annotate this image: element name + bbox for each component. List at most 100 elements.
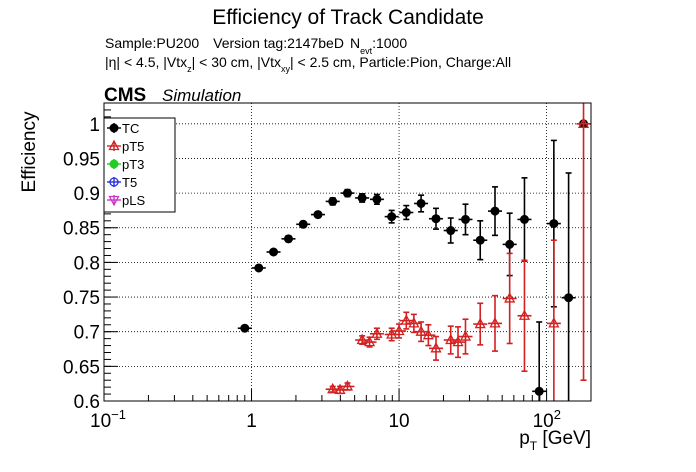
data-point [327, 382, 339, 394]
y-tick-label: 0.8 [74, 253, 100, 274]
data-point [519, 214, 529, 224]
x-axis-label-main: p [519, 428, 530, 449]
data-point [298, 219, 308, 229]
x-tick-label: 10−1 [90, 407, 126, 432]
legend-item-tc: TC [107, 121, 139, 136]
data-point [431, 214, 441, 224]
data-point [549, 219, 559, 229]
data-point [548, 316, 560, 328]
subtitle-cut-c: | < 2.5 cm, Particle:Pion, Charge:All [290, 54, 511, 70]
x-tick-label: 10 [388, 411, 409, 432]
data-point [474, 317, 486, 329]
data-point [334, 383, 346, 395]
data-point [328, 196, 338, 206]
data-point [363, 335, 376, 347]
subtitle-sample: Sample:PU200 [105, 35, 199, 51]
y-tick-label: 0.7 [74, 323, 100, 344]
subtitle-nevt-value: :1000 [372, 35, 407, 51]
subtitle-cut-b: | < 30 cm, |Vtx [192, 54, 281, 70]
data-point [460, 214, 470, 224]
x-tick-label: 102 [533, 407, 561, 432]
data-point [408, 316, 420, 328]
data-point [254, 263, 264, 273]
data-point [422, 328, 434, 340]
subtitle-nevt: N [350, 35, 360, 51]
data-point [372, 194, 382, 204]
x-axis-label-sub: T [530, 439, 538, 453]
legend-marker [109, 177, 119, 187]
legend-label: pLS [122, 193, 145, 208]
legend-marker [109, 123, 119, 133]
subtitle-line-1: Sample:PU200 Version tag:2147beD Nevt:1000 [105, 35, 407, 56]
data-point [490, 206, 500, 216]
data-point [401, 207, 411, 217]
data-point [504, 292, 516, 303]
legend-item-pt3: pT3 [107, 157, 144, 172]
simulation-label: Simulation [162, 86, 241, 105]
data-point [430, 341, 442, 353]
axis-ticks [103, 102, 592, 402]
cms-label: CMS [104, 85, 146, 106]
data-point [356, 333, 368, 345]
tick-labels: 10−1 1 10 102 0.6 0.65 0.7 0.75 0.8 0.85 0.9 0.95 1 [63, 115, 561, 432]
data-point [505, 239, 515, 249]
legend-item-t5: T5 [107, 175, 137, 190]
y-tick-label: 1 [89, 115, 100, 136]
legend-item-pls: pLS [107, 193, 145, 208]
data-point [283, 234, 293, 244]
y-axis-label: Efficiency [19, 111, 40, 192]
legend-item-pt5: pT5 [107, 139, 144, 154]
legend-label: pT5 [122, 139, 144, 154]
y-tick-label: 0.95 [63, 149, 100, 170]
data-point [445, 333, 457, 345]
subtitle-cut-a-sub: z [187, 64, 192, 74]
data-point [371, 327, 383, 338]
data-point [459, 330, 472, 341]
grid-lines [103, 103, 591, 402]
x-axis-label-unit: [GeV] [537, 428, 591, 449]
data-point [400, 314, 412, 325]
series-pt5 [325, 103, 591, 401]
chart-title: Efficiency of Track Candidate [212, 6, 484, 29]
subtitle-nevt-sub: evt [360, 46, 373, 56]
data-point [475, 235, 485, 245]
y-tick-label: 0.9 [74, 184, 100, 205]
data-point [416, 198, 426, 208]
data-points [237, 103, 591, 401]
data-point [341, 380, 354, 391]
legend-label: T5 [122, 175, 137, 190]
legend-marker [108, 139, 120, 151]
legend-marker [109, 159, 119, 169]
data-point [313, 210, 323, 220]
data-point [415, 325, 427, 336]
x-tick-label: 1 [246, 411, 257, 432]
data-point [534, 386, 544, 396]
data-point [387, 212, 397, 222]
data-point [489, 316, 501, 328]
data-point [564, 293, 574, 303]
data-point [393, 324, 405, 336]
subtitle-cut-b-sub: xy [281, 64, 291, 74]
data-point [240, 323, 250, 333]
series-tc [237, 119, 591, 401]
plot-frame [103, 102, 592, 402]
data-point [342, 188, 352, 198]
y-tick-label: 0.65 [63, 357, 100, 378]
data-point [269, 247, 279, 257]
data-point [357, 193, 367, 203]
legend-label: pT3 [122, 157, 144, 172]
legend-marker [108, 195, 120, 207]
subtitle-cut-a: |η| < 4.5, |Vtx [105, 54, 187, 70]
y-tick-label: 0.75 [63, 288, 100, 309]
subtitle-line-2: |η| < 4.5, |Vtxz| < 30 cm, |Vtxxy| < 2.5… [105, 54, 511, 74]
data-point [386, 328, 398, 339]
y-tick-label: 0.6 [74, 392, 100, 413]
data-point [577, 117, 590, 128]
legend: TC pT5 pT3 T5 pLS [103, 117, 176, 213]
legend-label: TC [122, 121, 139, 136]
y-tick-label: 0.85 [63, 219, 100, 240]
x-axis-label: pT [GeV] [519, 428, 591, 453]
data-point [518, 309, 531, 320]
data-point [452, 335, 464, 347]
